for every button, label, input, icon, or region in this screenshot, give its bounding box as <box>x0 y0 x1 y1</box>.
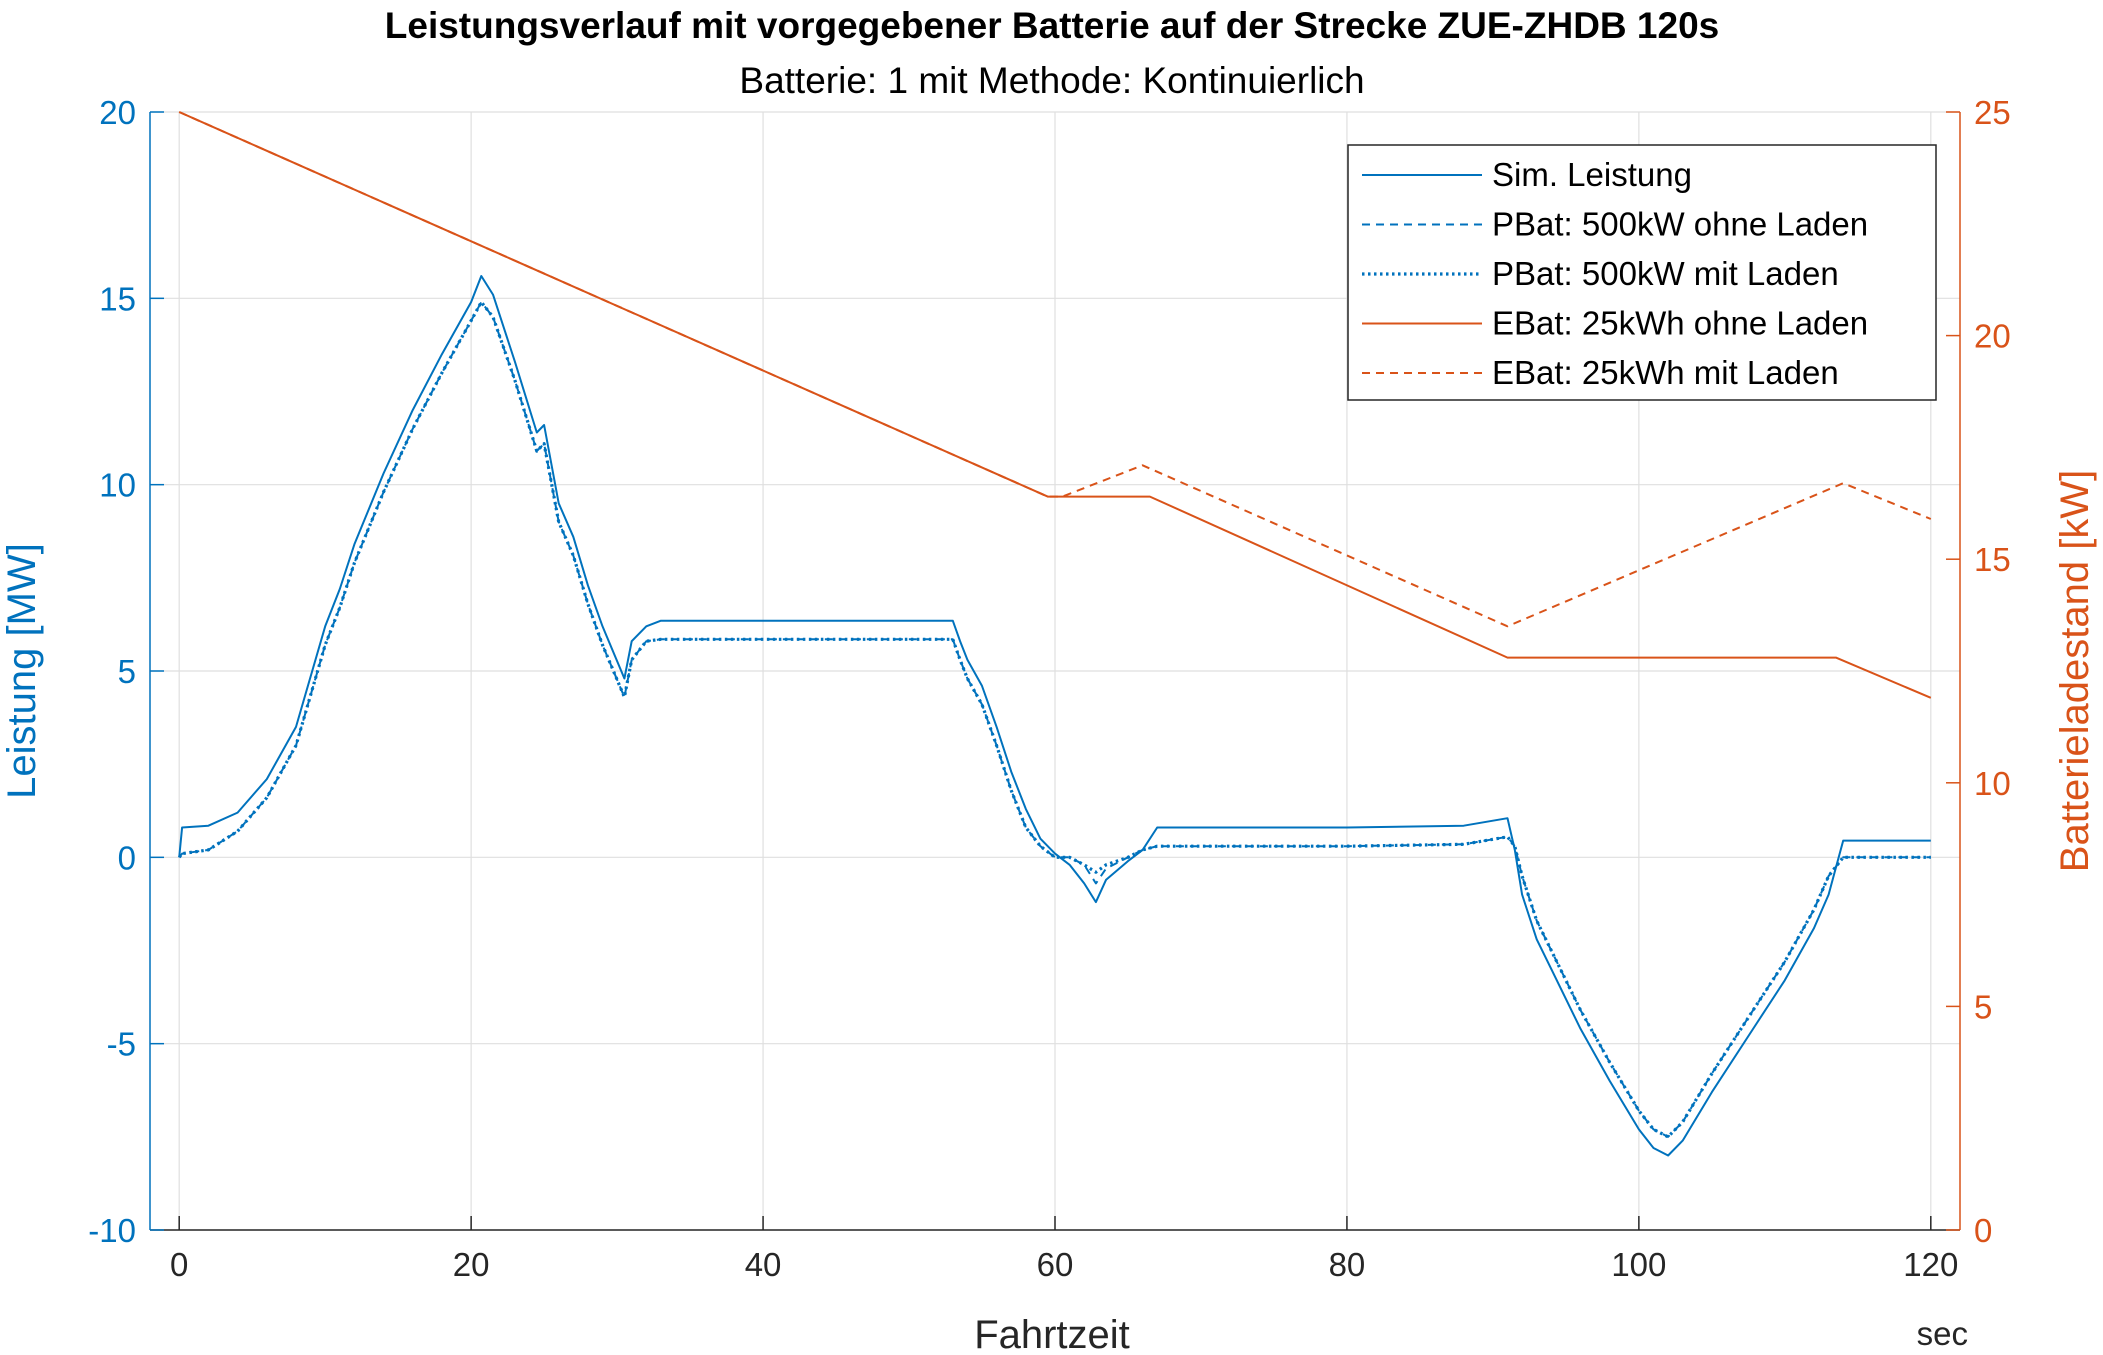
ticks: 0 20 40 60 80 100 120 -10 -5 0 5 10 15 20 0 5 10 15 20 25 <box>88 94 2010 1283</box>
right-tick-label: 15 <box>1974 541 2011 578</box>
legend-label-2: PBat: 500kW mit Laden <box>1492 255 1839 292</box>
left-axis-label: Leistung [MW] <box>0 543 44 799</box>
chart-title: Leistungsverlauf mit vorgegebener Batter… <box>385 5 1719 46</box>
left-tick-label: -10 <box>88 1212 136 1249</box>
left-tick-label: -5 <box>107 1026 136 1063</box>
x-tick-label: 120 <box>1903 1246 1958 1283</box>
legend-label-3: EBat: 25kWh ohne Laden <box>1492 305 1868 342</box>
series-line-0 <box>178 275 1931 1157</box>
left-tick-label: 0 <box>118 839 136 876</box>
series-line-2 <box>177 300 1931 1139</box>
legend-label-0: Sim. Leistung <box>1492 156 1692 193</box>
right-axis-label: Batterieladestand [kW] <box>2053 470 2097 872</box>
left-tick-label: 10 <box>99 467 136 504</box>
legend-items: Sim. Leistung PBat: 500kW ohne Laden PBat:… <box>1362 156 1868 391</box>
x-tick-label: 60 <box>1037 1246 1074 1283</box>
x-tick-label: 40 <box>745 1246 782 1283</box>
x-tick-label: 80 <box>1329 1246 1366 1283</box>
right-tick-label: 20 <box>1974 318 2011 355</box>
legend-label-1: PBat: 500kW ohne Laden <box>1492 206 1868 243</box>
left-tick-label: 20 <box>99 94 136 131</box>
left-tick-label: 15 <box>99 280 136 317</box>
series-line-4 <box>178 111 1932 628</box>
right-tick-label: 25 <box>1974 94 2011 131</box>
right-tick-label: 5 <box>1974 988 1992 1025</box>
x-axis-label: Fahrtzeit <box>974 1313 1130 1355</box>
x-tick-label: 0 <box>170 1246 188 1283</box>
legend-label-4: EBat: 25kWh mit Laden <box>1492 354 1839 391</box>
x-axis-unit: sec <box>1917 1315 1968 1352</box>
x-tick-label: 100 <box>1611 1246 1666 1283</box>
series-layer <box>177 111 1932 1157</box>
x-tick-label: 20 <box>453 1246 490 1283</box>
chart-subtitle: Batterie: 1 mit Methode: Kontinuierlich <box>739 60 1364 101</box>
right-tick-label: 10 <box>1974 765 2011 802</box>
left-tick-label: 5 <box>118 653 136 690</box>
legend: Sim. Leistung PBat: 500kW ohne Laden PBat:… <box>1347 144 1937 401</box>
right-tick-label: 0 <box>1974 1212 1992 1249</box>
